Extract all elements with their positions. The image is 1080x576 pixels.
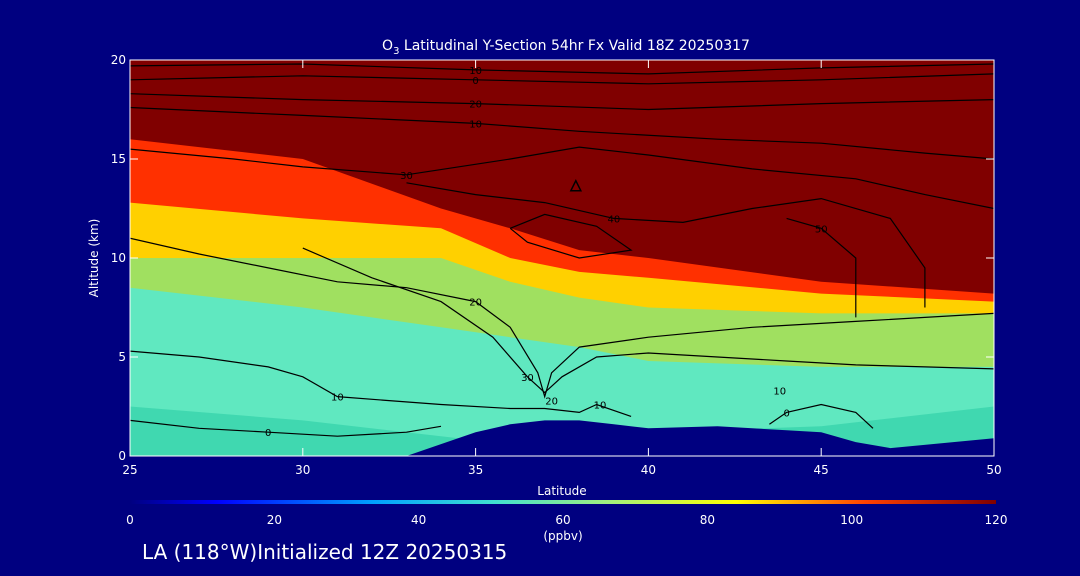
color-region-100-120 [130, 60, 994, 294]
contour-label: 10 [331, 393, 344, 404]
x-tick-label: 30 [295, 463, 310, 477]
contour-line [302, 247, 994, 394]
contour-line [130, 146, 994, 210]
triangle-marker [569, 179, 583, 192]
colorbar-tick-label: 80 [700, 513, 715, 527]
x-tick-label: 40 [641, 463, 656, 477]
chart-title: O3 Latitudinal Y-Section 54hr Fx Valid 1… [382, 38, 750, 57]
colorbar-tick-label: 60 [555, 513, 570, 527]
contour-line [130, 419, 442, 437]
x-tick-label: 25 [122, 463, 137, 477]
terrain-mask [130, 420, 994, 456]
y-tick-label: 0 [118, 449, 126, 463]
contour-line [509, 213, 633, 259]
contour-label: 0 [783, 408, 789, 419]
title-rest: Latitudinal Y-Section 54hr Fx Valid 18Z … [399, 38, 750, 54]
colorbar-ticks: 0 20 40 60 80 100 120 [126, 513, 1007, 527]
contour-label: 10 [594, 400, 607, 411]
contour-line [130, 350, 632, 417]
contour-line [406, 182, 926, 308]
contour-label: 40 [607, 214, 620, 225]
contour-label: 10 [469, 119, 482, 130]
x-tick-label: 50 [986, 463, 1001, 477]
contour-lines [130, 63, 994, 437]
contour-line [130, 237, 994, 399]
contour-label: 20 [545, 397, 558, 408]
contour-label: 30 [400, 171, 413, 182]
contour-line [130, 73, 994, 85]
x-axis-label: Latitude [537, 484, 586, 498]
contour-line [130, 93, 994, 111]
contour-label: 0 [265, 428, 271, 439]
y-tick-label: 20 [111, 53, 126, 67]
y-tick-label: 15 [111, 152, 126, 166]
footer-text: LA (118°W)Initialized 12Z 20250315 [142, 540, 508, 564]
colorbar [130, 500, 996, 504]
contour-label: 10 [773, 387, 786, 398]
contour-line [769, 403, 874, 429]
contour-label: 10 [469, 66, 482, 77]
contour-label: 0 [472, 76, 478, 87]
colorbar-tick-label: 120 [985, 513, 1008, 527]
y-tick-label: 5 [118, 350, 126, 364]
colorbar-tick-label: 40 [411, 513, 426, 527]
contour-label: 30 [521, 373, 534, 384]
contour-label: 50 [815, 224, 828, 235]
title-subscript: 3 [393, 46, 399, 57]
colorbar-tick-label: 20 [267, 513, 282, 527]
colorbar-tick-label: 100 [840, 513, 863, 527]
colorbar-tick-label: 0 [126, 513, 134, 527]
contour-line [786, 217, 857, 318]
x-tick-label: 35 [468, 463, 483, 477]
contour-line [130, 106, 994, 160]
title-species: O [382, 38, 393, 54]
y-axis-label: Altitude (km) [87, 219, 101, 298]
x-tick-label: 45 [814, 463, 829, 477]
axis-ticks: 25 30 35 40 45 50 0 5 10 15 20 [111, 53, 1002, 477]
contour-label: 20 [469, 100, 482, 111]
colorbar-unit: (ppbv) [543, 529, 582, 543]
contour-label: 20 [469, 298, 482, 309]
y-tick-label: 10 [111, 251, 126, 265]
contour-line [130, 63, 994, 75]
